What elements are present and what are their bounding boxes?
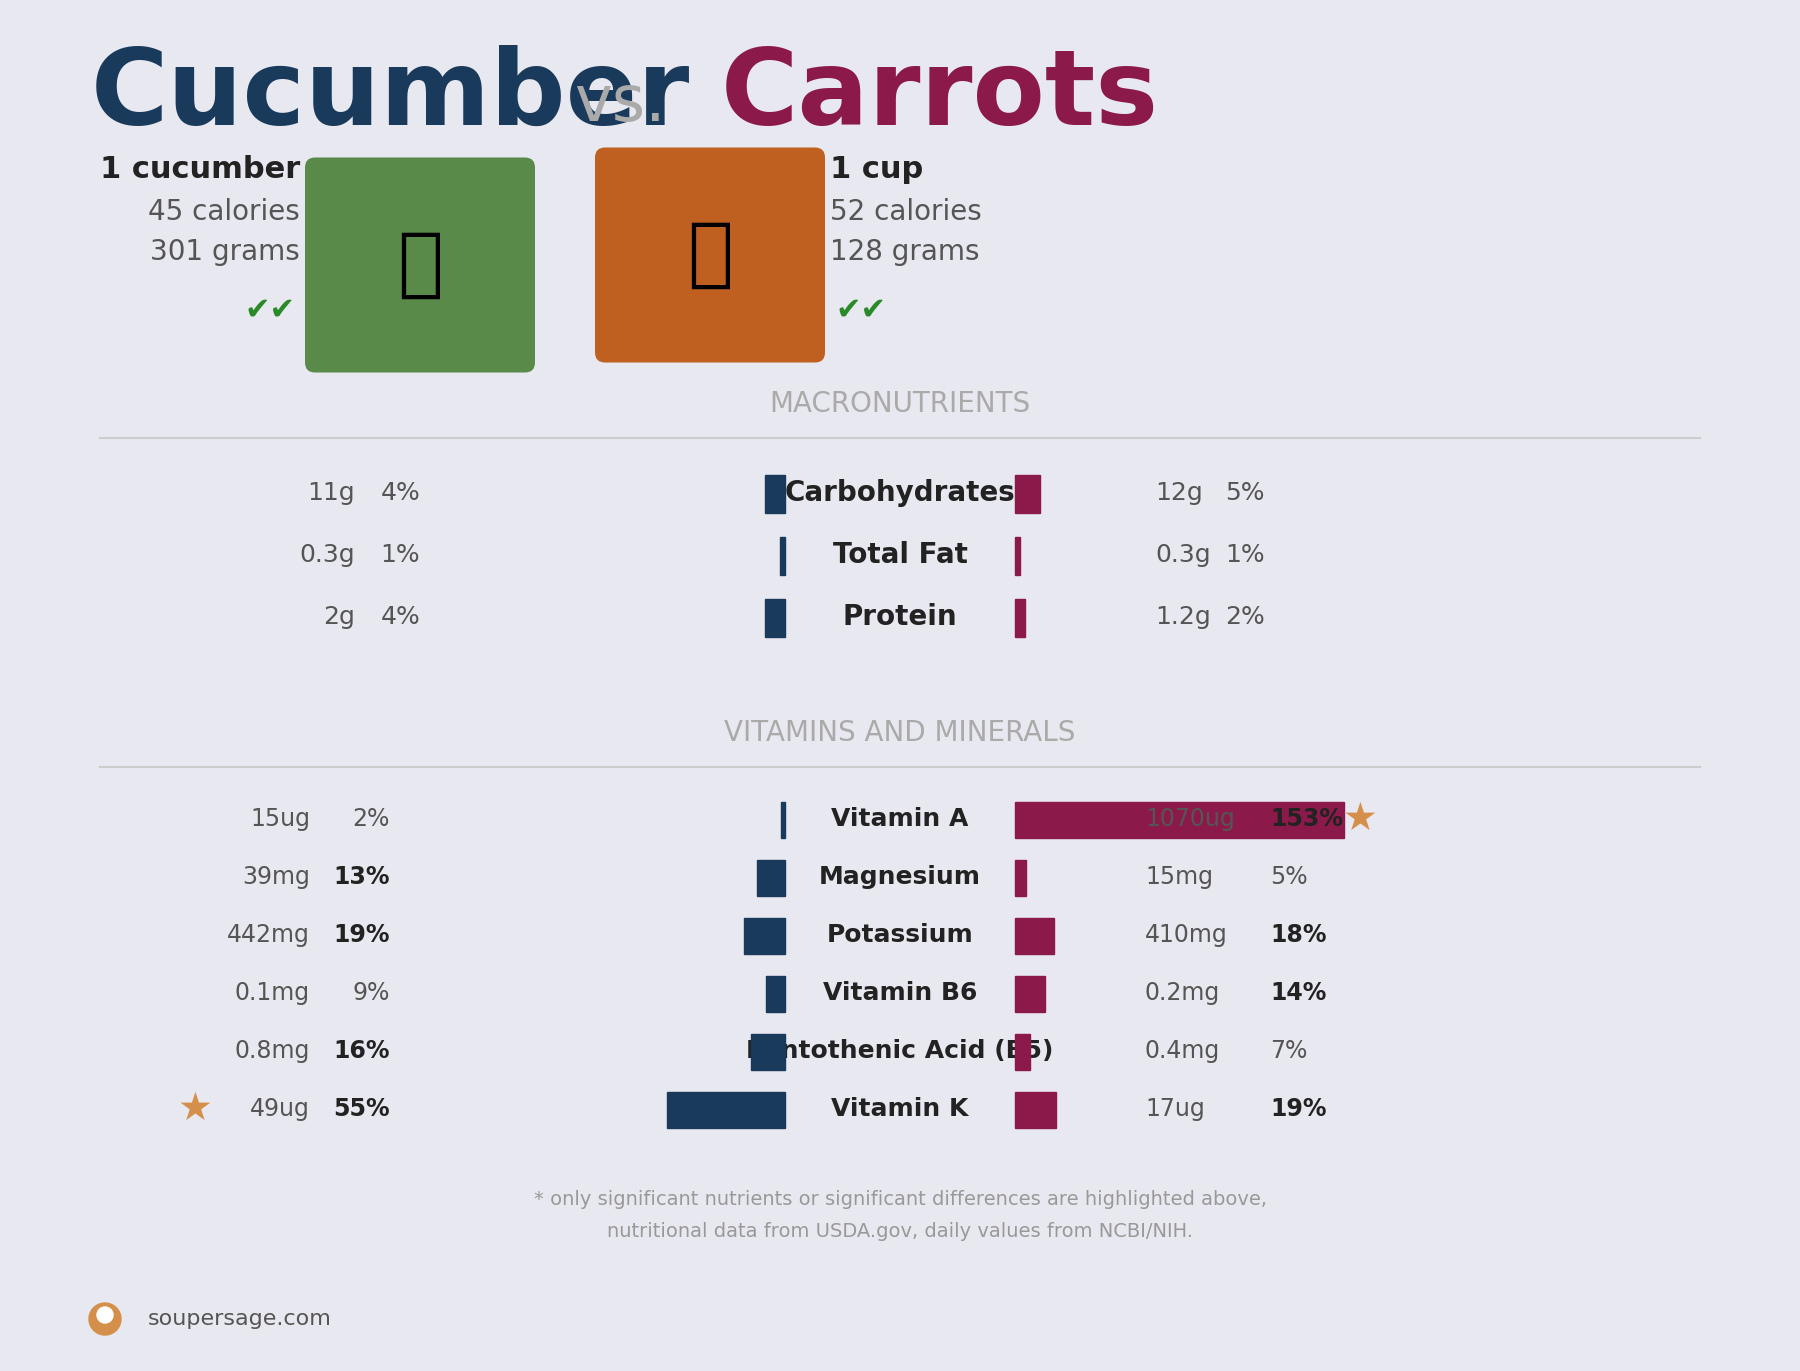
Text: 301 grams: 301 grams — [149, 239, 301, 266]
Text: ✔✔: ✔✔ — [835, 295, 886, 324]
Text: 17ug: 17ug — [1145, 1097, 1204, 1121]
Text: 19%: 19% — [1271, 1097, 1327, 1121]
Circle shape — [88, 1302, 121, 1335]
Bar — [1015, 1091, 1057, 1128]
FancyBboxPatch shape — [596, 148, 824, 362]
Text: * only significant nutrients or significant differences are highlighted above,: * only significant nutrients or signific… — [533, 1190, 1267, 1209]
Text: Pantothenic Acid (B5): Pantothenic Acid (B5) — [747, 1039, 1053, 1063]
Text: nutritional data from USDA.gov, daily values from NCBI/NIH.: nutritional data from USDA.gov, daily va… — [607, 1222, 1193, 1241]
Text: 11g: 11g — [308, 481, 355, 505]
Circle shape — [97, 1307, 113, 1323]
Text: 0.4mg: 0.4mg — [1145, 1039, 1220, 1063]
Text: Total Fat: Total Fat — [833, 542, 967, 569]
Text: 0.1mg: 0.1mg — [234, 982, 310, 1005]
Text: 5%: 5% — [1226, 481, 1264, 505]
Text: 7%: 7% — [1271, 1039, 1307, 1063]
Text: Cucumber: Cucumber — [90, 45, 689, 147]
Text: ★: ★ — [178, 1090, 212, 1128]
Text: 2g: 2g — [324, 605, 355, 629]
Text: 2%: 2% — [1226, 605, 1265, 629]
Text: Vitamin A: Vitamin A — [832, 808, 968, 831]
Text: Carrots: Carrots — [722, 45, 1159, 147]
Text: 🥒: 🥒 — [398, 228, 443, 302]
Text: Potassium: Potassium — [826, 923, 974, 947]
Bar — [758, 860, 785, 897]
Text: 12g: 12g — [1156, 481, 1202, 505]
Bar — [765, 976, 785, 1012]
Bar — [1015, 919, 1053, 954]
Text: 0.2mg: 0.2mg — [1145, 982, 1220, 1005]
Text: 52 calories: 52 calories — [830, 197, 981, 226]
Text: 153%: 153% — [1271, 808, 1343, 831]
Text: 5%: 5% — [1271, 865, 1307, 888]
FancyBboxPatch shape — [304, 158, 535, 373]
Text: 0.8mg: 0.8mg — [234, 1039, 310, 1063]
Text: Magnesium: Magnesium — [819, 865, 981, 888]
Bar — [1015, 599, 1024, 638]
Bar — [765, 599, 785, 638]
Text: 15ug: 15ug — [250, 808, 310, 831]
Text: 1%: 1% — [1226, 543, 1265, 568]
Bar — [743, 919, 785, 954]
Text: Carbohydrates: Carbohydrates — [785, 478, 1015, 507]
Text: 55%: 55% — [333, 1097, 391, 1121]
Text: Protein: Protein — [842, 603, 958, 631]
Bar — [1015, 976, 1046, 1012]
Text: 18%: 18% — [1271, 923, 1327, 947]
Text: 2%: 2% — [353, 808, 391, 831]
Text: 128 grams: 128 grams — [830, 239, 979, 266]
Text: MACRONUTRIENTS: MACRONUTRIENTS — [769, 389, 1031, 418]
Text: 45 calories: 45 calories — [148, 197, 301, 226]
Text: soupersage.com: soupersage.com — [148, 1309, 331, 1328]
Text: 39mg: 39mg — [243, 865, 310, 888]
Text: Vitamin B6: Vitamin B6 — [823, 982, 977, 1005]
Bar — [1015, 860, 1026, 897]
Text: 4%: 4% — [380, 605, 419, 629]
Bar — [751, 1034, 785, 1069]
Text: VITAMINS AND MINERALS: VITAMINS AND MINERALS — [724, 718, 1076, 747]
Text: 49ug: 49ug — [250, 1097, 310, 1121]
Text: 🥕: 🥕 — [688, 218, 733, 292]
Text: Vitamin K: Vitamin K — [832, 1097, 968, 1121]
Text: 0.3g: 0.3g — [299, 543, 355, 568]
Text: 9%: 9% — [353, 982, 391, 1005]
Text: 0.3g: 0.3g — [1156, 543, 1211, 568]
Text: 19%: 19% — [333, 923, 391, 947]
Text: 1070ug: 1070ug — [1145, 808, 1235, 831]
Text: 1 cup: 1 cup — [830, 155, 923, 184]
Text: ★: ★ — [1343, 801, 1377, 838]
Bar — [666, 1091, 785, 1128]
Text: 13%: 13% — [333, 865, 391, 888]
Text: 16%: 16% — [333, 1039, 391, 1063]
Text: 1.2g: 1.2g — [1156, 605, 1211, 629]
Text: 1%: 1% — [380, 543, 419, 568]
Text: 442mg: 442mg — [227, 923, 310, 947]
Bar — [1015, 474, 1040, 513]
Bar — [1015, 537, 1021, 574]
Text: 4%: 4% — [380, 481, 419, 505]
Bar — [779, 537, 785, 574]
Bar — [765, 474, 785, 513]
Text: 15mg: 15mg — [1145, 865, 1213, 888]
Text: 1 cucumber: 1 cucumber — [99, 155, 301, 184]
Bar — [781, 802, 785, 838]
Text: 410mg: 410mg — [1145, 923, 1228, 947]
Bar — [1015, 802, 1345, 838]
Text: 14%: 14% — [1271, 982, 1327, 1005]
Text: ✔✔: ✔✔ — [245, 295, 295, 324]
Text: vs.: vs. — [574, 73, 666, 134]
Bar — [1015, 1034, 1030, 1069]
